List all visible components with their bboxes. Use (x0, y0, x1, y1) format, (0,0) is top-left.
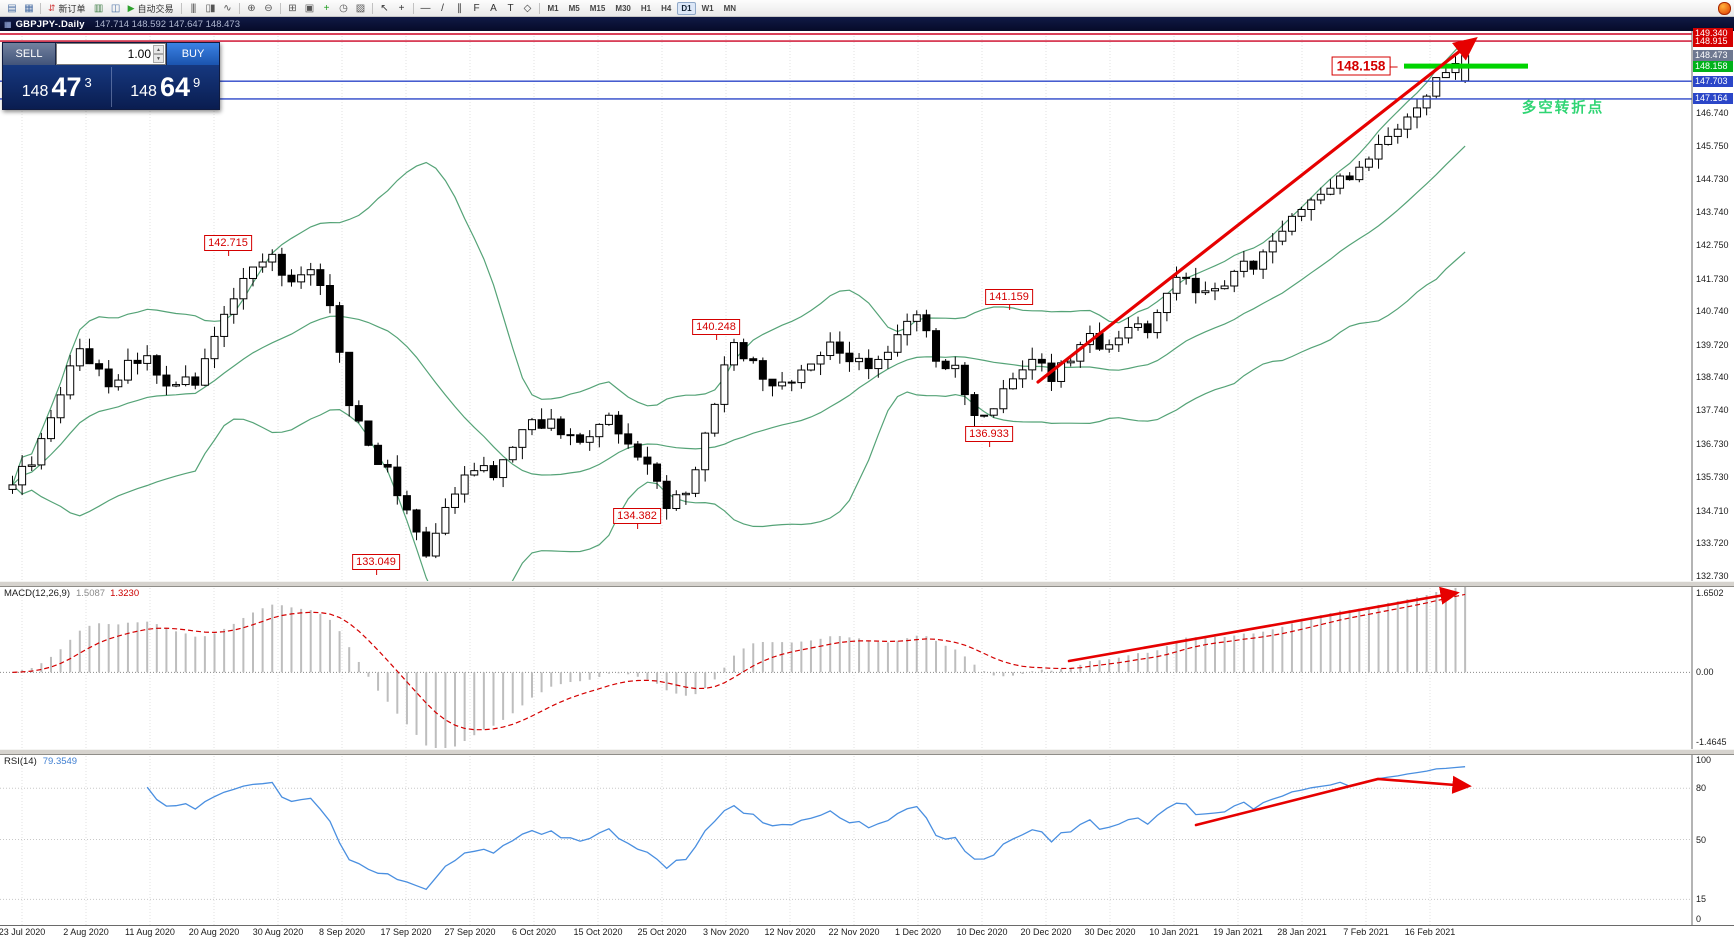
candlestick-chart-icon[interactable]: ▯▮ (205, 2, 215, 14)
pane-divider[interactable] (0, 581, 1734, 587)
symbol-period-label: GBPJPY-.Daily (15, 18, 85, 30)
sell-button[interactable]: SELL (3, 43, 56, 65)
rsi-indicator (0, 766, 1692, 900)
one-click-trading-panel: SELL 1.00 ▲ ▼ BUY 148 47 3 148 64 9 (2, 42, 220, 110)
trend-arrow-macd[interactable] (1067, 586, 1460, 663)
indicators-icon[interactable]: + (323, 2, 330, 14)
timeframe-m30-button[interactable]: M30 (615, 3, 631, 13)
candlestick-series (8, 51, 1470, 559)
toolbar-separator (238, 2, 240, 14)
line-chart-icon[interactable]: ∿ (223, 2, 231, 14)
horizontal-line-icon[interactable]: — (420, 2, 431, 14)
timeframe-h4-button[interactable]: H4 (661, 3, 672, 13)
macd-indicator (0, 587, 1692, 748)
volume-input[interactable]: 1.00 ▲ ▼ (56, 43, 166, 65)
timeframe-m5-button[interactable]: M5 (568, 3, 580, 13)
toolbar-separator (538, 2, 540, 14)
timeframe-h1-button[interactable]: H1 (640, 3, 652, 13)
price-axis[interactable] (1693, 31, 1734, 925)
green-resistance-segment[interactable] (1404, 63, 1528, 69)
sell-price[interactable]: 148 47 3 (3, 67, 112, 107)
timeframe-m15-button[interactable]: M15 (589, 3, 606, 13)
zoom-out-icon[interactable]: ⊖ (264, 2, 272, 14)
shapes-icon[interactable]: ◇ (523, 2, 532, 14)
toolbar-separator (371, 2, 373, 14)
cursor-icon[interactable]: ↖ (380, 2, 388, 14)
periods-icon[interactable]: ◷ (339, 2, 348, 14)
bollinger-upper-line (11, 39, 1466, 486)
trend-arrow-rsi[interactable] (1194, 775, 1472, 827)
timeframe-w1-button[interactable]: W1 (701, 3, 714, 13)
zoom-in-icon[interactable]: ⊕ (247, 2, 255, 14)
macd-signal-line (12, 593, 1466, 731)
auto-arrange-icon[interactable]: ▣ (304, 2, 314, 14)
grid (21, 33, 1431, 925)
ohlc-quote-label: 147.714 148.592 147.647 148.473 (94, 18, 240, 30)
equidistant-channel-icon[interactable]: ∥ (457, 2, 462, 14)
new-order-button[interactable]: ⇵ 新订单 (44, 1, 90, 16)
bar-chart-icon[interactable]: ||| (190, 2, 197, 14)
main-toolbar: ▤ ▦ ⇵ 新订单 ▥ ◫ ▶ 自动交易 ||| ▯▮ ∿ ⊕ ⊖ ⊞ ▣ + ◷ ▨ ↖ + — / ∥ F A T ◇ M1 M5 M… (0, 0, 1734, 17)
horizontal-level-lines[interactable] (0, 33, 1692, 100)
text-icon[interactable]: A (490, 2, 497, 14)
toolbar-separator (279, 2, 281, 14)
autotrading-button[interactable]: ▶ 自动交易 (124, 1, 178, 16)
timeframe-d1-button[interactable]: D1 (677, 1, 696, 15)
autotrading-button-label: 自动交易 (137, 3, 174, 14)
pane-divider[interactable] (0, 749, 1734, 755)
templates-icon[interactable]: ▨ (355, 2, 365, 14)
trendline-icon[interactable]: / (441, 2, 444, 14)
timeframe-m1-button[interactable]: M1 (547, 3, 559, 13)
toolbar-separator (180, 2, 182, 14)
new-order-button-label: 新订单 (58, 3, 86, 14)
play-icon: ▶ (127, 2, 135, 13)
order-arrows-icon: ⇵ (48, 2, 56, 13)
volume-down-button[interactable]: ▼ (153, 54, 164, 63)
alert-icon[interactable] (1718, 1, 1731, 15)
toolbar-separator (412, 2, 414, 14)
volume-up-button[interactable]: ▲ (153, 45, 164, 54)
timeframe-mn-button[interactable]: MN (723, 3, 737, 13)
chart-title-bar: ▦ GBPJPY-.Daily 147.714 148.592 147.647 … (0, 17, 1734, 31)
tile-windows-icon[interactable]: ⊞ (288, 2, 296, 14)
rsi-line (146, 766, 1466, 891)
volume-value: 1.00 (127, 47, 151, 61)
crosshair-icon[interactable]: + (398, 2, 405, 14)
chart-window-icon: ▦ (4, 19, 12, 29)
fibonacci-icon[interactable]: F (473, 2, 479, 14)
time-axis[interactable] (0, 925, 1734, 939)
bollinger-middle-line (12, 145, 1466, 486)
buy-button[interactable]: BUY (166, 43, 219, 65)
trend-arrow-main[interactable] (1036, 37, 1478, 384)
toolbar-separator (40, 2, 41, 14)
data-window-icon[interactable]: ◫ (110, 2, 120, 14)
bollinger-lower-line (12, 251, 1466, 581)
new-chart-icon[interactable]: ▤ (7, 2, 16, 14)
chart-profiles-icon[interactable]: ▦ (24, 2, 33, 14)
market-watch-icon[interactable]: ▥ (93, 2, 103, 14)
bollinger-bands (11, 39, 1466, 581)
text-label-icon[interactable]: T (507, 2, 513, 14)
buy-price[interactable]: 148 64 9 (130, 72, 201, 102)
